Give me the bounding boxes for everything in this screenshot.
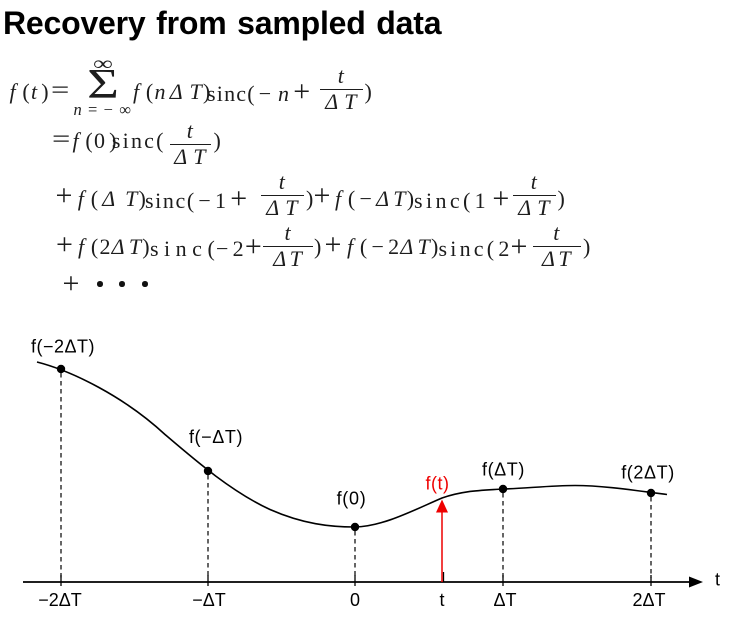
svg-text:−ΔT: −ΔT (192, 590, 226, 610)
svg-text:0: 0 (350, 590, 360, 610)
svg-text:t: t (439, 590, 444, 610)
svg-text:f(−ΔT): f(−ΔT) (189, 427, 243, 447)
svg-text:t: t (715, 570, 720, 590)
svg-text:f(2ΔT): f(2ΔT) (621, 463, 675, 483)
svg-text:f(ΔT): f(ΔT) (482, 460, 525, 480)
svg-text:−2ΔT: −2ΔT (38, 590, 82, 610)
svg-text:f(−2ΔT): f(−2ΔT) (31, 337, 95, 357)
svg-text:f(0): f(0) (337, 489, 367, 509)
svg-text:f(t): f(t) (426, 474, 450, 494)
svg-text:2ΔT: 2ΔT (632, 590, 665, 610)
svg-text:ΔT: ΔT (493, 590, 516, 610)
